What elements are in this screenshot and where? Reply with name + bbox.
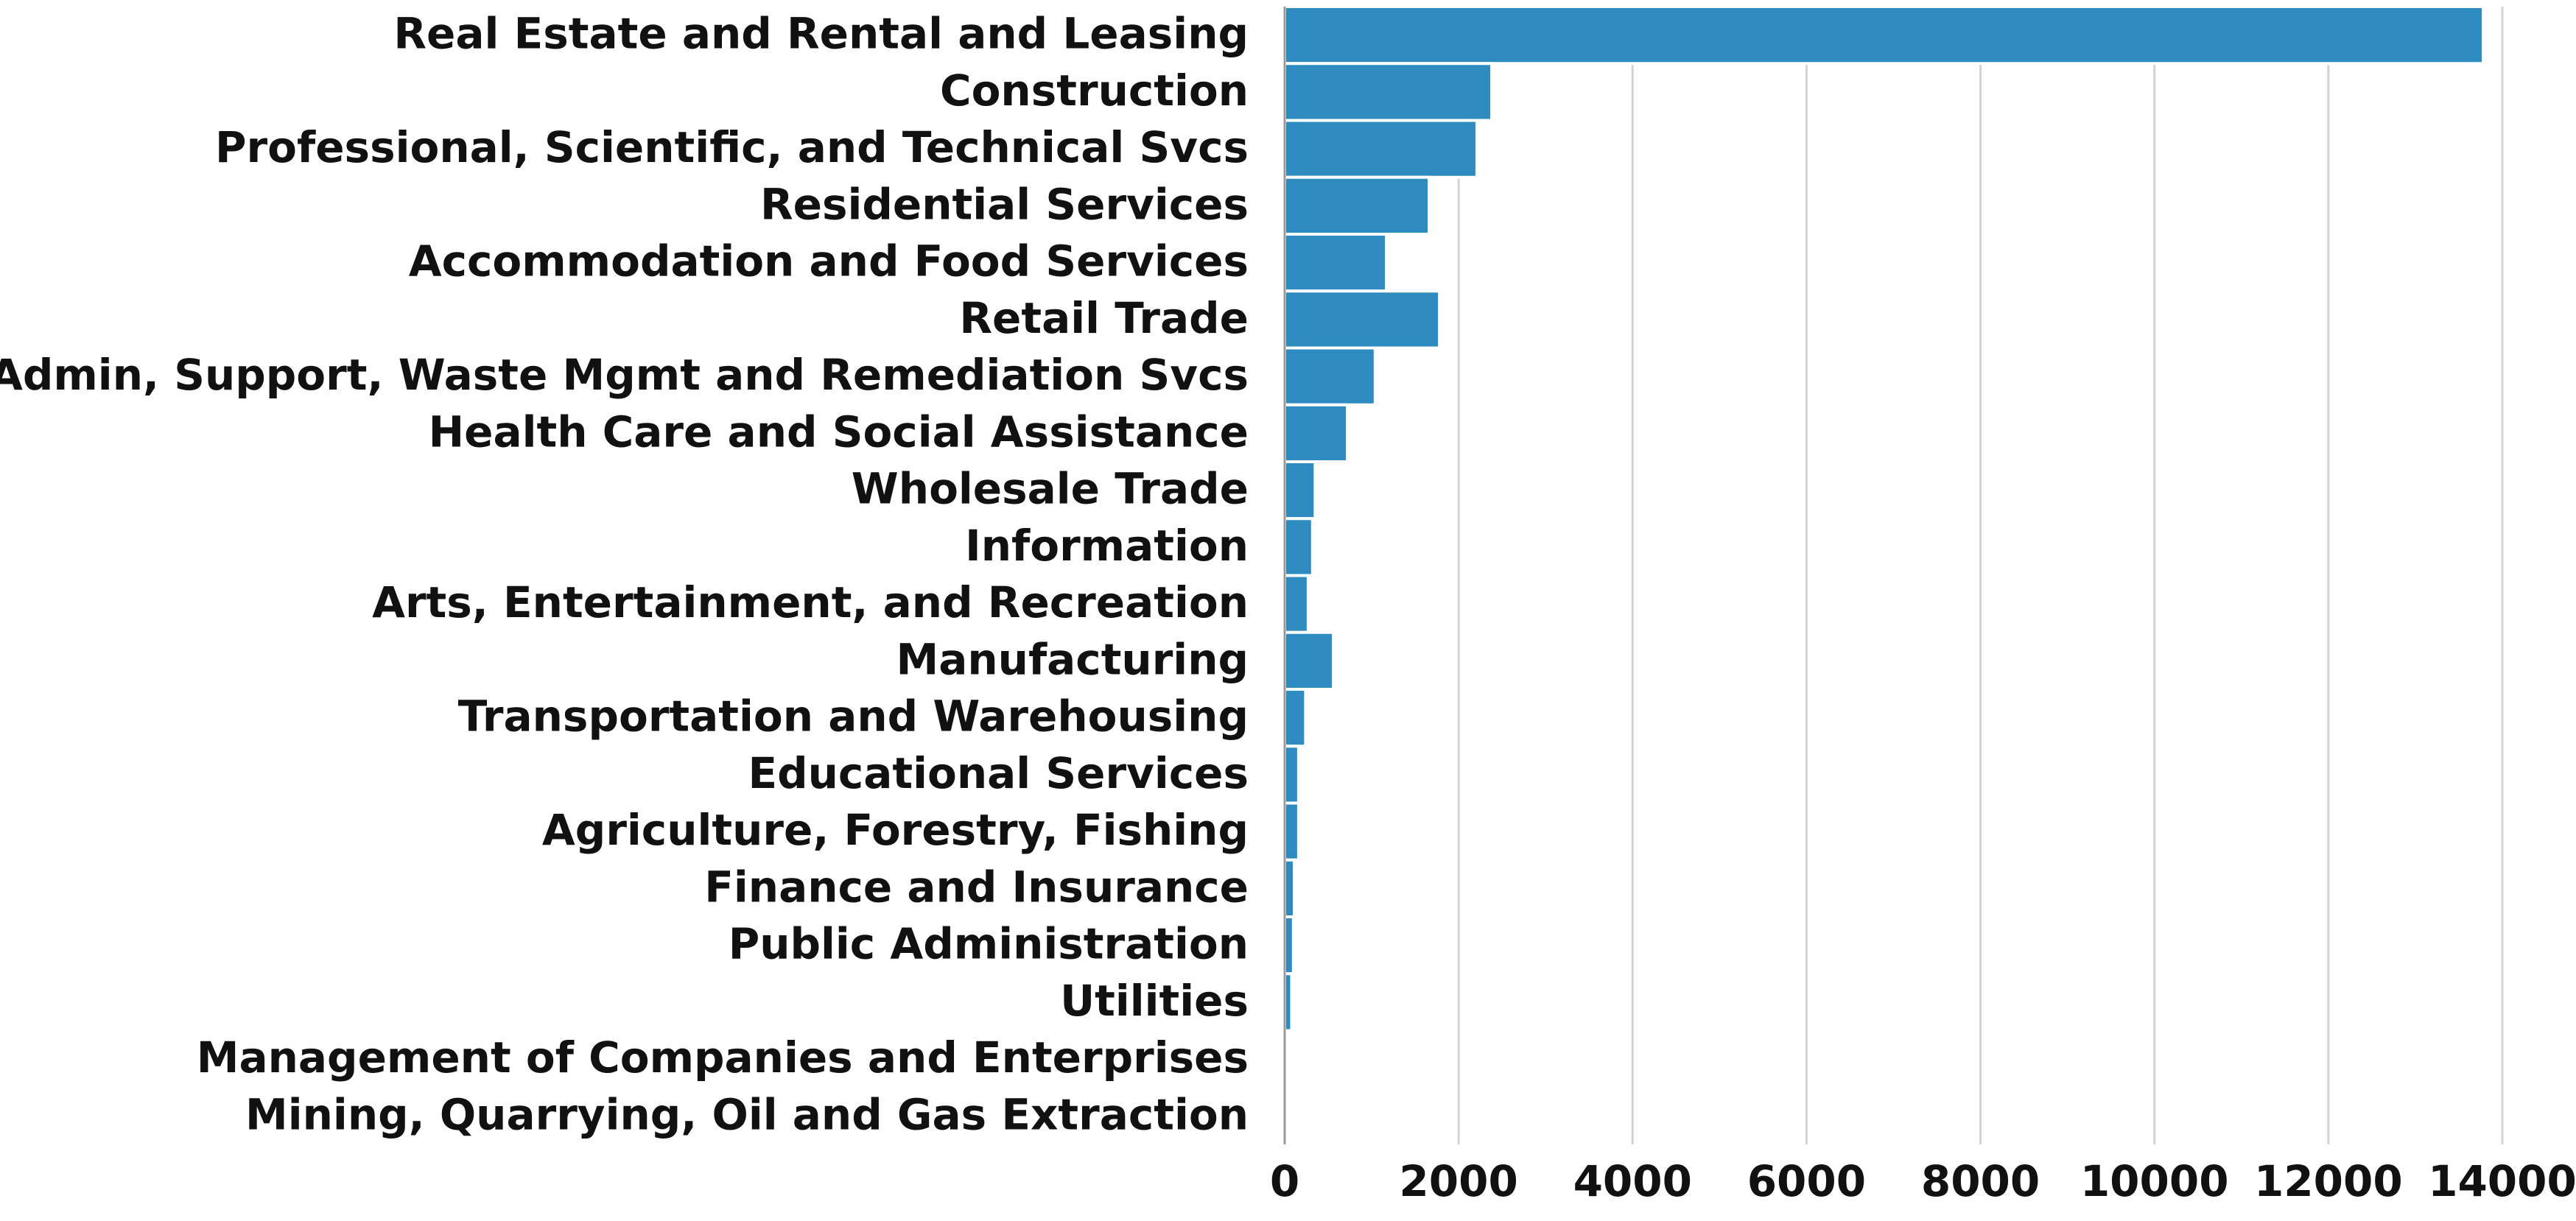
bar — [1283, 517, 1314, 577]
bar — [1283, 62, 1494, 122]
x-tick-label: 4000 — [1573, 1156, 1692, 1206]
y-tick-label: Agriculture, Forestry, Fishing — [542, 805, 1249, 855]
y-tick-label: Transportation and Warehousing — [458, 692, 1249, 742]
x-tick-label: 14000 — [2428, 1156, 2576, 1206]
x-tick-label: 2000 — [1399, 1156, 1517, 1206]
x-tick-label: 10000 — [2080, 1156, 2229, 1206]
y-tick-label: Professional, Scientific, and Technical … — [215, 122, 1249, 172]
y-tick-label: Management of Companies and Enterprises — [197, 1032, 1249, 1083]
y-tick-label: Arts, Entertainment, and Recreation — [372, 577, 1249, 627]
y-tick-label: Residential Services — [760, 179, 1249, 229]
bar — [1283, 119, 1478, 179]
y-tick-label: Accommodation and Food Services — [409, 236, 1249, 286]
bar — [1283, 630, 1336, 691]
y-tick-label: Utilities — [1060, 976, 1249, 1026]
x-tick-label: 0 — [1270, 1156, 1299, 1206]
bar — [1283, 858, 1296, 918]
bar — [1283, 289, 1442, 350]
x-tick-label: 6000 — [1747, 1156, 1866, 1206]
y-tick-label: Admin, Support, Waste Mgmt and Remediati… — [0, 350, 1249, 400]
y-tick-label: Manufacturing — [896, 634, 1249, 684]
bar — [1283, 745, 1300, 805]
x-tick-label: 8000 — [1921, 1156, 2040, 1206]
bar — [1283, 915, 1295, 976]
y-tick-label: Wholesale Trade — [852, 464, 1249, 514]
y-tick-label: Educational Services — [748, 748, 1249, 798]
bar — [1283, 5, 2485, 66]
y-tick-label: Retail Trade — [959, 293, 1249, 343]
y-tick-label: Information — [965, 521, 1249, 571]
bar — [1283, 801, 1300, 862]
bar — [1283, 233, 1389, 293]
y-tick-label: Construction — [940, 66, 1249, 116]
bar — [1283, 688, 1308, 748]
x-tick-label: 12000 — [2254, 1156, 2403, 1206]
bar — [1283, 403, 1350, 463]
bar — [1283, 574, 1310, 634]
bar — [1283, 346, 1377, 407]
bar — [1283, 460, 1317, 521]
y-tick-label: Finance and Insurance — [704, 862, 1249, 912]
bar — [1283, 175, 1431, 236]
y-tick-label: Public Administration — [729, 919, 1249, 969]
y-tick-label: Real Estate and Rental and Leasing — [393, 9, 1249, 59]
y-tick-label: Health Care and Social Assistance — [429, 407, 1249, 457]
y-tick-label: Mining, Quarrying, Oil and Gas Extractio… — [245, 1089, 1249, 1139]
